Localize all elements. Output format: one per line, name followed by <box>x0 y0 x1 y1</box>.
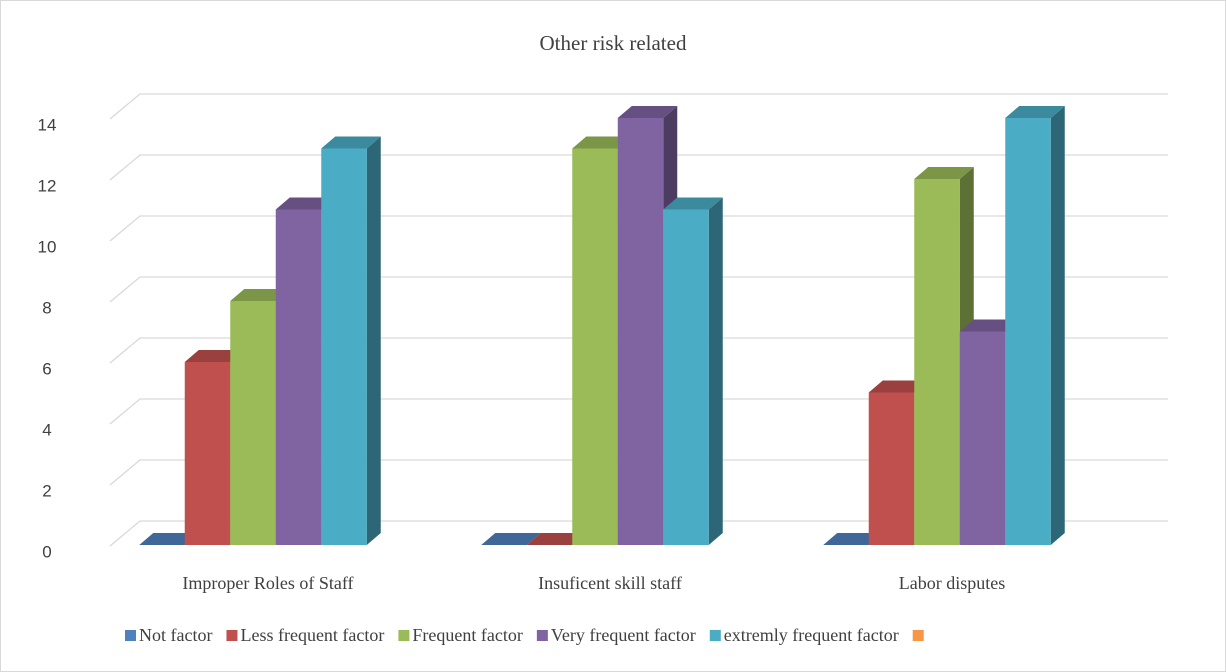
bar-front <box>868 392 915 545</box>
bar-top <box>481 533 541 545</box>
bar-top <box>914 167 974 179</box>
bar-front <box>184 362 231 545</box>
grid-line <box>109 154 1168 181</box>
bar-front <box>663 209 709 545</box>
bar-front <box>572 148 618 545</box>
y-tick-label: 6 <box>42 359 51 378</box>
y-tick-label: 0 <box>42 542 51 561</box>
bar-top <box>959 319 1020 332</box>
bar-top <box>617 106 678 118</box>
y-tick-label: 12 <box>38 176 57 195</box>
bar-front <box>617 118 664 545</box>
bar-front <box>1005 118 1051 545</box>
legend-swatch <box>226 630 238 641</box>
x-tick-label: Labor disputes <box>899 573 1005 593</box>
grid-line <box>109 459 1168 486</box>
bar-side <box>1050 106 1065 545</box>
bar <box>321 136 381 545</box>
bar-top <box>823 533 883 545</box>
legend-label: Frequent factor <box>412 625 522 645</box>
legend-label: Less frequent factor <box>240 625 384 645</box>
legend-label: extremly frequent factor <box>724 625 899 645</box>
bar-top <box>1005 106 1065 118</box>
grid-line <box>109 337 1168 364</box>
legend-swatch <box>398 630 410 641</box>
bar <box>481 533 541 545</box>
bar <box>823 533 883 545</box>
legend-label: Very frequent factor <box>551 625 696 645</box>
y-tick-label: 14 <box>38 115 57 134</box>
y-tick-label: 10 <box>38 237 57 256</box>
legend-swatch <box>912 630 924 641</box>
legend-swatch <box>536 630 548 641</box>
bar-side <box>366 136 381 545</box>
grid-line <box>109 276 1168 303</box>
grid-line <box>109 215 1168 242</box>
y-tick-label: 4 <box>42 420 51 439</box>
grid-line <box>109 520 1168 547</box>
grid-line <box>109 93 1168 120</box>
y-tick-label: 8 <box>42 298 51 317</box>
bar-top <box>321 136 381 149</box>
bar-front <box>914 179 960 545</box>
legend-swatch <box>125 630 136 641</box>
bar-top <box>230 289 290 301</box>
bar <box>526 533 587 545</box>
bar-top <box>572 136 632 149</box>
chart-title: Other risk related <box>540 31 687 55</box>
legend-label: Not factor <box>139 625 212 645</box>
bar <box>663 197 723 545</box>
bar-side <box>708 197 723 545</box>
x-tick-label: Insuficent skill staff <box>538 573 682 593</box>
x-tick-label: Improper Roles of Staff <box>182 573 353 593</box>
bar-top <box>184 350 245 362</box>
bar-front <box>275 209 322 545</box>
grid-line <box>109 398 1168 425</box>
bar-front <box>321 148 367 545</box>
bar-front <box>230 301 276 545</box>
bar-top <box>275 197 336 210</box>
bar <box>1005 106 1065 545</box>
bar-front <box>959 331 1006 545</box>
y-tick-label: 2 <box>42 481 51 500</box>
bar-top <box>868 380 929 393</box>
legend-swatch <box>709 630 721 641</box>
bar-top <box>526 533 587 545</box>
bar-top <box>139 533 199 545</box>
bar <box>139 533 199 545</box>
bar-top <box>663 197 723 210</box>
